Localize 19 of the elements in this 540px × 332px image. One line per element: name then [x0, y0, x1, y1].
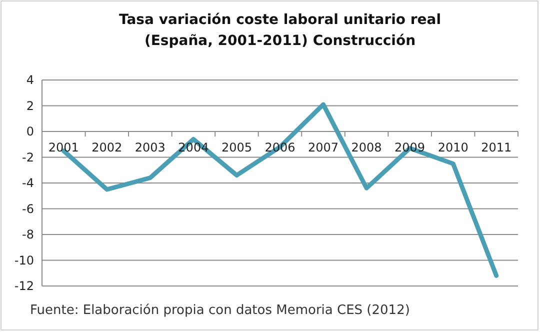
source-note: Fuente: Elaboración propia con datos Memoria CES (2012) [30, 303, 410, 318]
y-tick-label: 2 [26, 98, 34, 113]
y-tick-label: -4 [22, 176, 34, 190]
y-tick-label: 4 [26, 73, 34, 88]
x-tick-label: 2010 [438, 140, 468, 154]
y-tick-label: -6 [22, 202, 34, 216]
chart-title: Tasa variación coste laboral unitario real (España, 2001-2011) Construcción [118, 12, 442, 49]
x-tick-label: 2008 [351, 140, 382, 154]
y-tick-label: -2 [22, 150, 34, 164]
x-tick-label: 2005 [221, 140, 252, 154]
x-tick-label: 2001 [48, 140, 79, 154]
x-tick-label: 2011 [481, 140, 512, 154]
y-tick-label: -8 [22, 228, 34, 242]
x-tick-label: 2007 [308, 140, 339, 154]
y-tick-label: 0 [26, 124, 34, 139]
y-tick-label: -12 [14, 279, 34, 294]
x-tick-label: 2003 [134, 140, 166, 154]
y-tick-label: -10 [14, 253, 34, 268]
x-tick-label: 2002 [92, 140, 122, 154]
